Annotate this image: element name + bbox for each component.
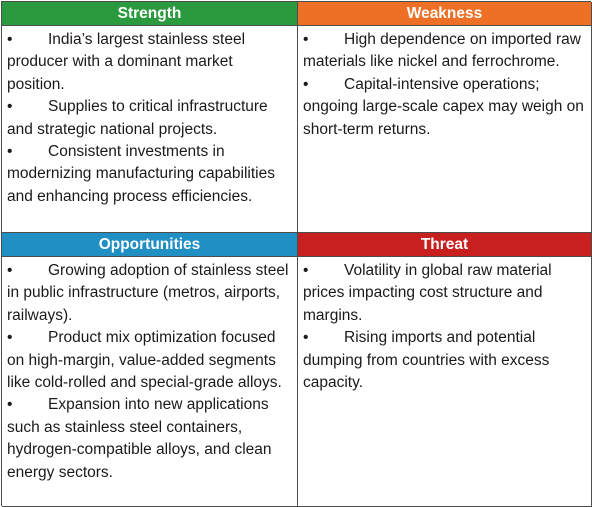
threat-item: • Rising imports and potential dumping fr… — [303, 329, 550, 392]
opportunities-cell: • Growing adoption of stainless steel in … — [2, 257, 298, 507]
opportunities-item: • Expansion into new applications such as… — [7, 396, 272, 481]
strength-cell: • India’s largest stainless steel produce… — [2, 26, 298, 233]
bullet-icon: • — [7, 31, 13, 48]
bullet-icon: • — [7, 329, 13, 347]
bullet-icon: • — [7, 396, 13, 414]
bullet-icon: • — [303, 75, 309, 93]
weakness-header: Weakness — [298, 2, 592, 26]
strength-item: • Consistent investments in modernizing m… — [7, 143, 275, 205]
threat-header: Threat — [298, 233, 592, 257]
threat-cell: • Volatility in global raw material price… — [298, 257, 592, 507]
bullet-icon: • — [303, 31, 309, 48]
threat-item: • Volatility in global raw material price… — [303, 262, 552, 324]
weakness-cell: • High dependence on imported raw materia… — [298, 26, 592, 233]
opportunities-item: • Growing adoption of stainless steel in … — [7, 262, 289, 324]
bullet-icon: • — [303, 329, 309, 347]
strength-header: Strength — [2, 2, 298, 26]
weakness-item: • Capital-intensive operations; ongoing l… — [303, 75, 584, 138]
bullet-icon: • — [7, 143, 13, 161]
weakness-item: • High dependence on imported raw materia… — [303, 31, 581, 71]
bullet-icon: • — [7, 262, 13, 279]
opportunities-item: • Product mix optimization focused on hig… — [7, 329, 282, 392]
strength-item: • Supplies to critical infrastructure and… — [7, 98, 268, 138]
bullet-icon: • — [303, 262, 309, 279]
bullet-icon: • — [7, 98, 13, 116]
opportunities-header: Opportunities — [2, 233, 298, 257]
strength-item: • India’s largest stainless steel produce… — [7, 31, 246, 93]
